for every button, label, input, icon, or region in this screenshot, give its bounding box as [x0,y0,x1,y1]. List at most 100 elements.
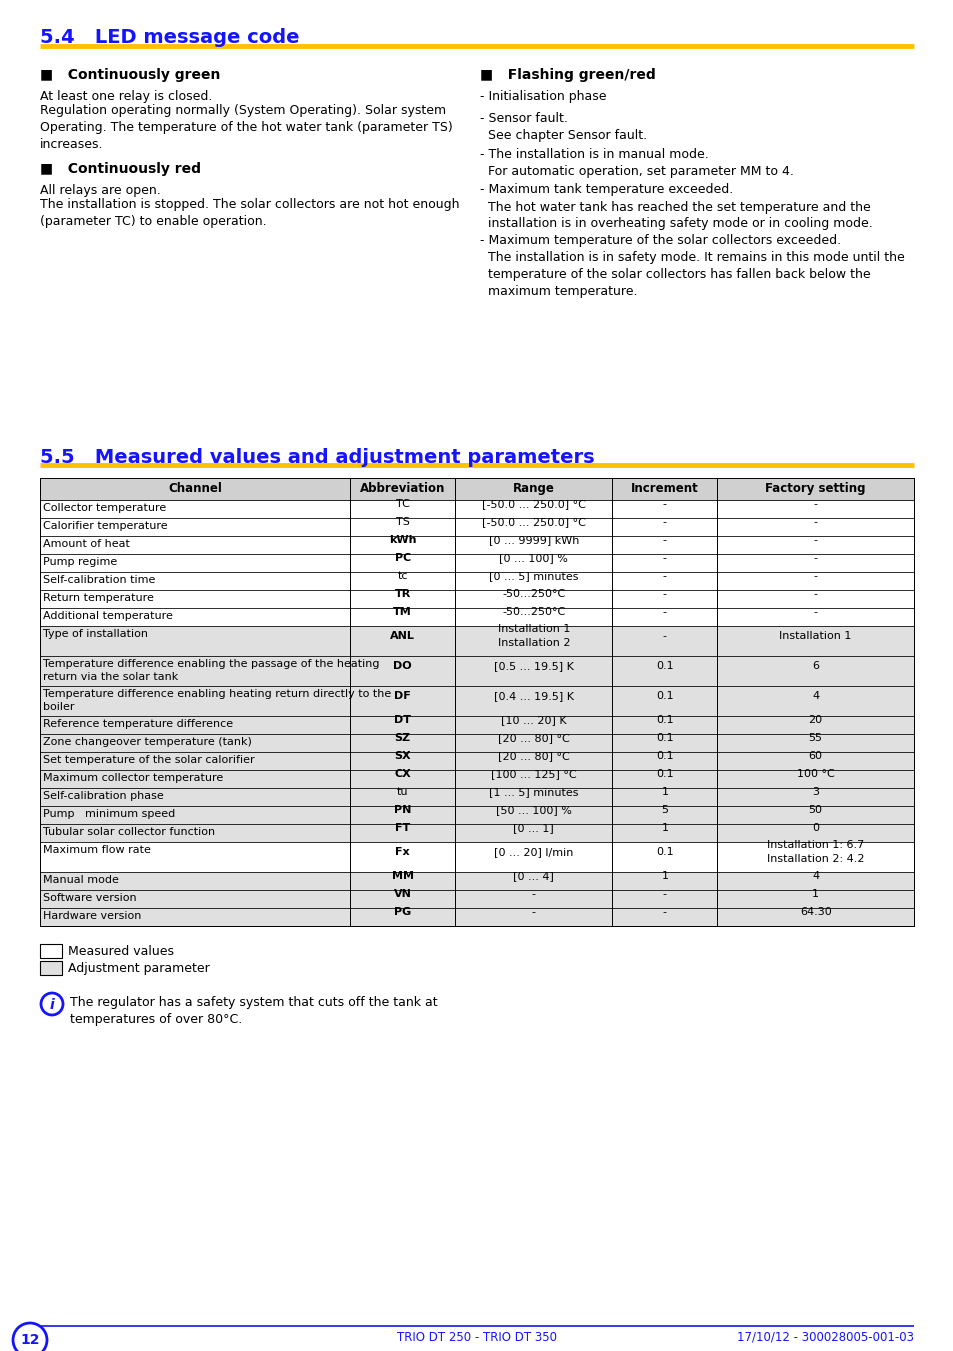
Text: 0.1: 0.1 [656,769,673,780]
Text: -: - [813,517,817,527]
Text: PC: PC [395,553,411,563]
Text: [0 ... 100] %: [0 ... 100] % [498,553,568,563]
Text: TM: TM [393,607,412,617]
Text: Maximum collector temperature: Maximum collector temperature [43,773,223,784]
Bar [40,734,913,753]
Text: MM: MM [392,871,414,881]
Text: -: - [813,607,817,617]
Text: Temperature difference enabling the passage of the heating
return via the solar : Temperature difference enabling the pass… [43,659,379,682]
Text: - The installation is in manual mode.
  For automatic operation, set parameter M: - The installation is in manual mode. Fo… [479,147,793,177]
Text: [0 ... 9999] kWh: [0 ... 9999] kWh [488,535,578,544]
Text: - Maximum tank temperature exceeded.
  The hot water tank has reached the set te: - Maximum tank temperature exceeded. The… [479,184,872,231]
Bar [40,686,913,716]
Text: -: - [531,907,536,917]
Text: - Sensor fault.
  See chapter Sensor fault.: - Sensor fault. See chapter Sensor fault… [479,112,646,142]
Text: PN: PN [394,805,411,815]
Text: Set temperature of the solar calorifier: Set temperature of the solar calorifier [43,755,254,765]
Text: Maximum flow rate: Maximum flow rate [43,844,151,855]
Text: 1: 1 [660,871,668,881]
Text: Pump   minimum speed: Pump minimum speed [43,809,175,819]
Text: Return temperature: Return temperature [43,593,153,603]
Text: -: - [662,553,666,563]
Text: TC: TC [395,499,409,509]
Text: -: - [662,517,666,527]
Text: ■   Continuously green: ■ Continuously green [40,68,220,82]
Text: Abbreviation: Abbreviation [359,482,445,494]
Text: [0.4 ... 19.5] K: [0.4 ... 19.5] K [494,690,573,701]
Text: Channel: Channel [168,482,222,494]
Bar [40,807,913,824]
Text: 0: 0 [811,823,819,834]
Text: [20 ... 80] °C: [20 ... 80] °C [497,734,569,743]
Text: Range: Range [513,482,554,494]
Text: tc: tc [397,571,408,581]
Text: [0 ... 5] minutes: [0 ... 5] minutes [489,571,578,581]
Text: ANL: ANL [390,631,415,640]
Text: Additional temperature: Additional temperature [43,611,172,621]
Text: 4: 4 [811,871,819,881]
Text: kWh: kWh [389,535,416,544]
Text: 5: 5 [660,805,668,815]
Text: Amount of heat: Amount of heat [43,539,130,549]
Text: 0.1: 0.1 [656,751,673,761]
Bar [40,500,913,517]
Text: Regulation operating normally (System Operating). Solar system
Operating. The te: Regulation operating normally (System Op… [40,104,453,151]
Text: Installation 1: Installation 1 [779,631,851,640]
Bar [40,871,913,890]
Text: -: - [813,589,817,598]
Bar [40,770,913,788]
Text: -: - [813,499,817,509]
Text: VN: VN [394,889,411,898]
Bar [40,944,62,958]
Text: 100 °C: 100 °C [796,769,834,780]
Text: -: - [813,571,817,581]
Text: Type of installation: Type of installation [43,630,148,639]
Text: -: - [662,589,666,598]
Text: 0.1: 0.1 [656,715,673,725]
Text: 4: 4 [811,690,819,701]
Text: Tubular solar collector function: Tubular solar collector function [43,827,214,838]
Text: -: - [662,499,666,509]
Text: 60: 60 [808,751,821,761]
Text: [50 ... 100] %: [50 ... 100] % [496,805,571,815]
Text: Factory setting: Factory setting [764,482,865,494]
Text: 1: 1 [660,823,668,834]
Bar [40,517,913,536]
Text: All relays are open.: All relays are open. [40,184,161,197]
Text: DO: DO [393,661,412,671]
Text: 0.1: 0.1 [656,661,673,671]
Text: 3: 3 [811,788,819,797]
Text: -: - [531,889,536,898]
Text: - Initialisation phase: - Initialisation phase [479,91,606,103]
Text: [0.5 ... 19.5] K: [0.5 ... 19.5] K [494,661,573,671]
Text: TR: TR [395,589,411,598]
Text: 0.1: 0.1 [656,734,673,743]
Bar [40,657,913,686]
Text: -: - [662,571,666,581]
Text: [100 ... 125] °C: [100 ... 125] °C [491,769,576,780]
Bar [40,842,913,871]
Text: Fx: Fx [395,847,410,857]
Bar [40,753,913,770]
Text: SZ: SZ [395,734,411,743]
Text: The installation is stopped. The solar collectors are not hot enough
(parameter : The installation is stopped. The solar c… [40,199,459,228]
Bar [40,788,913,807]
Text: tu: tu [396,788,408,797]
Text: 5.4   LED message code: 5.4 LED message code [40,28,299,47]
Text: CX: CX [394,769,411,780]
Bar [40,908,913,925]
Bar [40,890,913,908]
Text: [0 ... 1]: [0 ... 1] [513,823,554,834]
Text: -: - [662,907,666,917]
Text: ■   Continuously red: ■ Continuously red [40,162,201,176]
Text: Self-calibration phase: Self-calibration phase [43,790,164,801]
Text: -50...250°C: -50...250°C [501,607,565,617]
Text: The regulator has a safety system that cuts off the tank at
temperatures of over: The regulator has a safety system that c… [70,996,437,1025]
Bar [40,478,913,500]
Text: 5.5   Measured values and adjustment parameters: 5.5 Measured values and adjustment param… [40,449,594,467]
Text: Reference temperature difference: Reference temperature difference [43,719,233,730]
Text: TRIO DT 250 - TRIO DT 350: TRIO DT 250 - TRIO DT 350 [396,1331,557,1344]
Text: [1 ... 5] minutes: [1 ... 5] minutes [489,788,578,797]
Text: [0 ... 4]: [0 ... 4] [513,871,554,881]
Text: 20: 20 [808,715,821,725]
